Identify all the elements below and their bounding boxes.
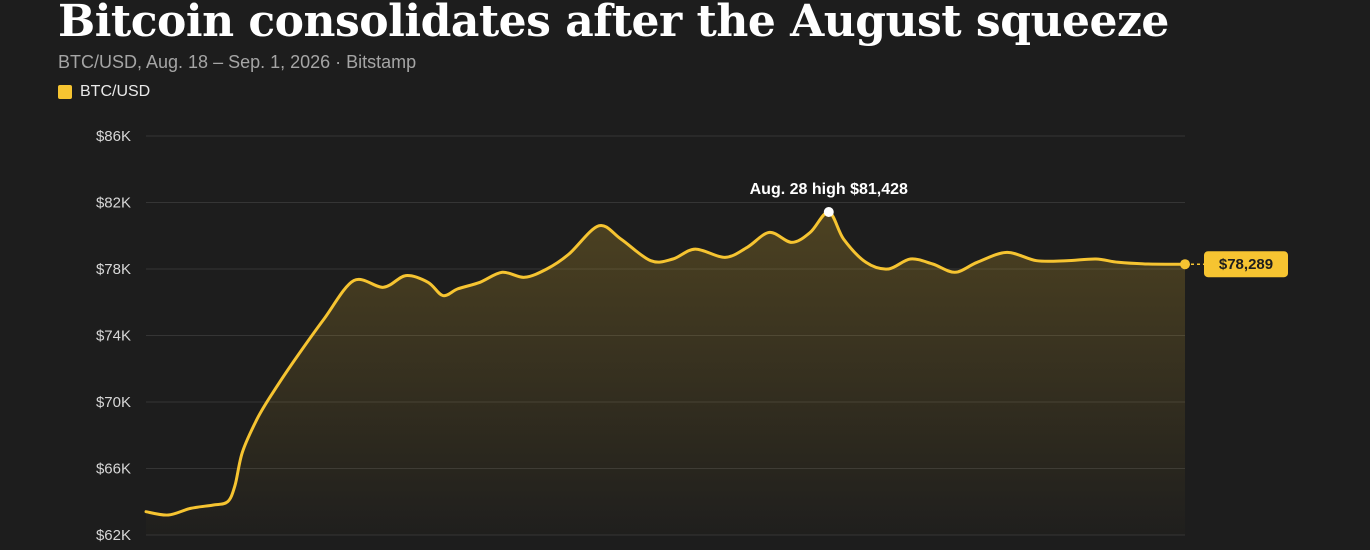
y-tick-label: $74K xyxy=(96,328,131,345)
y-tick-label: $70K xyxy=(96,394,131,411)
legend-label-btc-usd: BTC/USD xyxy=(80,83,151,100)
high-annotation-label: Aug. 28 high $81,428 xyxy=(750,181,908,198)
y-axis-ticks: $86K $82K $78K $74K $70K $66K $62K xyxy=(96,128,131,544)
y-tick-label: $62K xyxy=(96,527,131,544)
last-value-dot xyxy=(1180,259,1190,270)
price-area-fill xyxy=(146,211,1185,535)
y-tick-label: $66K xyxy=(96,461,131,478)
chart-subtitle: BTC/USD, Aug. 18 – Sep. 1, 2026 · Bitsta… xyxy=(58,52,417,72)
price-line-btc-usd xyxy=(144,210,1187,517)
last-value-badge xyxy=(1204,251,1288,278)
legend-swatch-btc-usd xyxy=(58,85,72,99)
chart-title: Bitcoin consolidates after the August sq… xyxy=(58,0,1169,47)
legend: BTC/USD xyxy=(58,82,150,102)
high-marker-dot xyxy=(823,207,834,218)
y-tick-label: $82K xyxy=(96,195,131,212)
y-tick-label: $86K xyxy=(96,128,131,145)
y-tick-label: $78K xyxy=(96,261,131,278)
last-value-label: $78,289 xyxy=(1219,256,1273,273)
